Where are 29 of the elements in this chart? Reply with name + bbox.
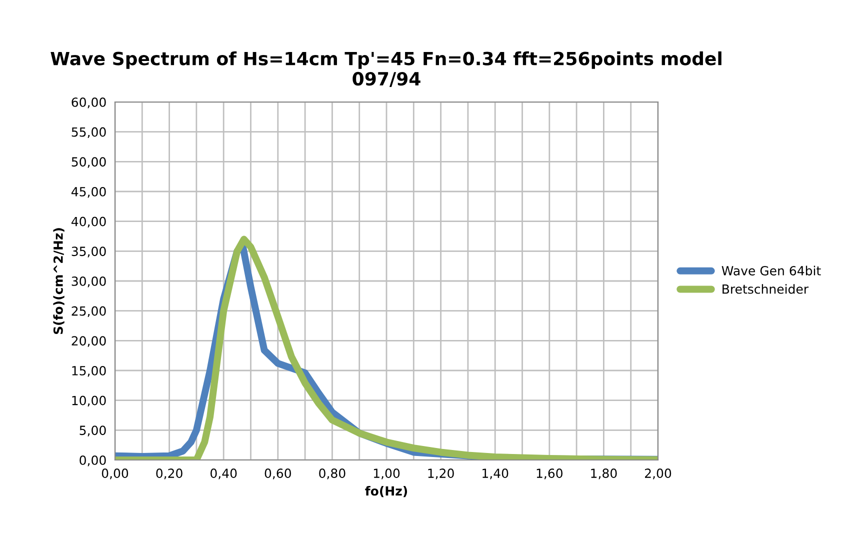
legend-label: Wave Gen 64bit: [722, 266, 821, 276]
y-tick-label: 20,00: [72, 336, 106, 347]
y-axis-title: S(fo)(cm^2/Hz): [53, 228, 64, 334]
y-tick-label: 5,00: [80, 426, 106, 436]
x-tick-label: 0,40: [210, 468, 237, 480]
y-tick-label: 0,00: [80, 455, 106, 466]
x-tick-label: 1,80: [591, 468, 617, 480]
chart-title: Wave Spectrum of Hs=14cm Tp'=45 Fn=0.34 fft=256points model 097/94: [50, 51, 722, 88]
y-tick-label: 25,00: [72, 306, 106, 318]
x-tick-label: 1,40: [482, 468, 508, 480]
x-tick-label: 1,60: [536, 468, 562, 480]
x-tick-label: 1,00: [374, 468, 400, 480]
legend-label: Bretschneider: [722, 284, 809, 294]
y-tick-label: 45,00: [71, 186, 106, 198]
y-tick-label: 50,00: [72, 157, 106, 168]
y-tick-label: 30,00: [72, 276, 106, 288]
y-tick-label: 35,00: [72, 246, 106, 258]
y-tick-label: 10,00: [72, 396, 106, 407]
y-tick-label: 55,00: [72, 127, 106, 138]
y-tick-label: 60,00: [72, 97, 106, 108]
x-tick-label: 0,20: [156, 468, 182, 480]
x-tick-label: 0,00: [102, 468, 128, 480]
x-tick-label: 0,60: [264, 468, 291, 480]
x-axis-title: fo(Hz): [365, 486, 408, 498]
x-tick-label: 2,00: [645, 468, 672, 480]
y-tick-label: 40,00: [71, 216, 106, 228]
y-tick-label: 15,00: [72, 366, 106, 377]
x-tick-label: 0,80: [319, 468, 346, 480]
x-tick-label: 1,20: [428, 468, 454, 480]
